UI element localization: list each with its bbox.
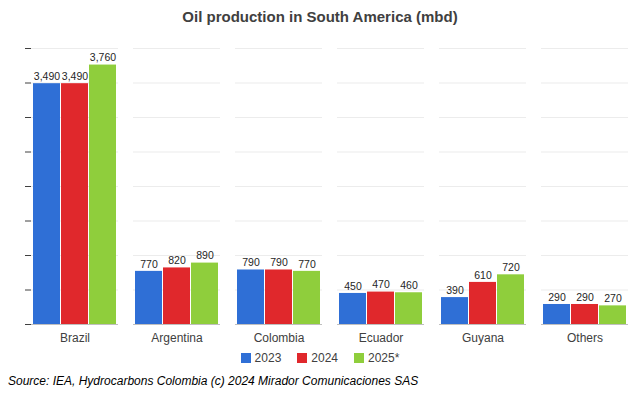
html-text:2023: 2023 (254, 351, 282, 365)
svg-text:450: 450 (344, 280, 362, 292)
svg-text:290: 290 (548, 291, 566, 303)
svg-text:Brazil: Brazil (60, 331, 90, 345)
svg-text:270: 270 (604, 292, 622, 304)
svg-text:3,760: 3,760 (90, 51, 116, 63)
html-text:Source: IEA, Hydrocarbons Colo: Source: IEA, Hydrocarbons Colombia (c) 2… (8, 374, 419, 388)
html-text:2024: 2024 (311, 351, 338, 365)
svg-text:390: 390 (446, 284, 464, 296)
html-text:Oil production in South Americ: Oil production in South America (mbd) (182, 8, 458, 25)
svg-text:Others: Others (567, 331, 603, 345)
svg-text:610: 610 (474, 269, 492, 281)
svg-text:290: 290 (576, 291, 594, 303)
svg-text:770: 770 (140, 258, 158, 270)
svg-text:790: 790 (242, 256, 260, 268)
svg-text:Colombia: Colombia (254, 331, 305, 345)
html-text:2025*: 2025* (368, 351, 400, 365)
svg-text:Ecuador: Ecuador (359, 331, 404, 345)
svg-text:3,490: 3,490 (62, 70, 88, 82)
svg-text:Guyana: Guyana (462, 331, 504, 345)
svg-text:3,490: 3,490 (34, 70, 60, 82)
svg-text:790: 790 (270, 256, 288, 268)
svg-text:770: 770 (298, 258, 316, 270)
svg-text:890: 890 (196, 249, 214, 261)
svg-text:470: 470 (372, 278, 390, 290)
svg-text:720: 720 (502, 261, 520, 273)
svg-text:Argentina: Argentina (151, 331, 203, 345)
svg-text:820: 820 (168, 254, 186, 266)
svg-text:460: 460 (400, 279, 418, 291)
